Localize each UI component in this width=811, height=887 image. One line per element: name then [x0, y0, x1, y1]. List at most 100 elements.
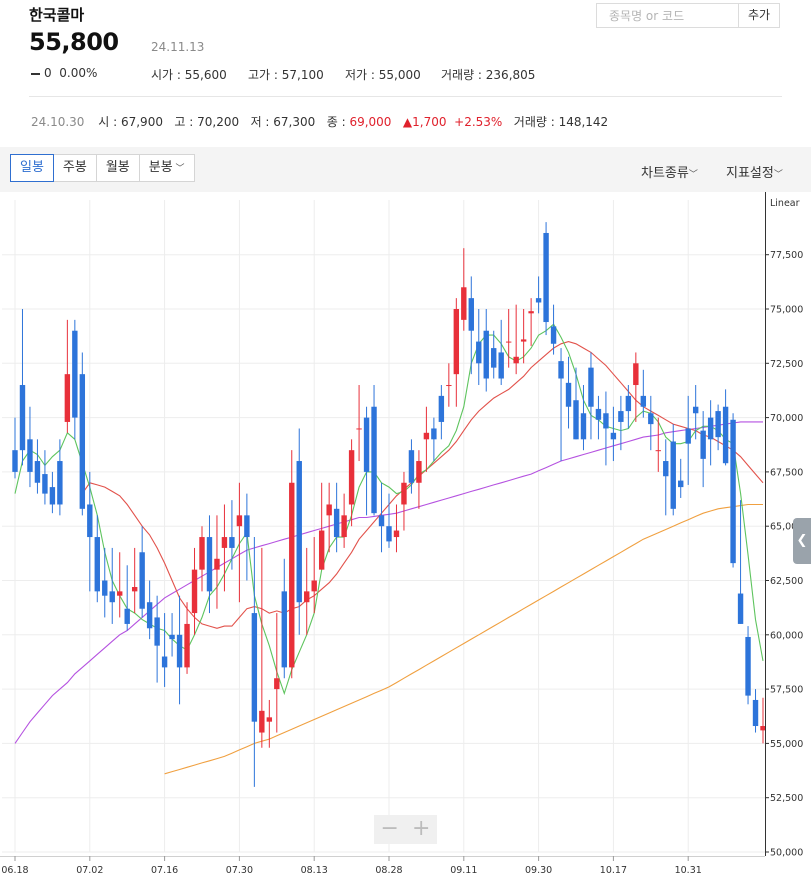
chevron-down-icon: ﹀: [172, 164, 185, 174]
candle: [19, 309, 26, 466]
candle: [438, 385, 445, 440]
candle: [79, 352, 86, 516]
candle: [386, 493, 392, 548]
candle-body: [416, 461, 422, 483]
candle-body: [707, 417, 714, 440]
candle: [670, 424, 676, 516]
candle-body: [550, 326, 557, 344]
candle: [34, 439, 41, 494]
candle: [311, 537, 317, 614]
candle: [378, 482, 385, 553]
candle-body: [259, 710, 265, 733]
zoom-out-button[interactable]: −: [380, 816, 399, 841]
y-tick-label: 65,000: [770, 522, 803, 533]
candle-body: [752, 699, 759, 727]
indicator-settings-dropdown[interactable]: 지표설정﹀: [726, 162, 783, 181]
side-panel-toggle[interactable]: ❮: [793, 518, 811, 564]
candle: [274, 613, 280, 733]
tab-monthly[interactable]: 월봉: [97, 155, 140, 181]
candle: [476, 309, 482, 386]
candle: [423, 406, 430, 472]
candle-body: [139, 552, 145, 609]
candle-body: [535, 298, 542, 303]
chart-canvas[interactable]: Linear 77,500 75,000 72,500 70,000 67,500 65,0…: [0, 192, 811, 883]
candle-body: [251, 613, 258, 722]
candle-body: [573, 400, 579, 440]
candle: [304, 547, 310, 635]
candle: [453, 298, 460, 407]
candle-body: [378, 515, 385, 527]
chevron-left-icon: ❮: [796, 533, 808, 548]
y-tick-label: 77,500: [770, 250, 803, 261]
x-tick-label: 08.28: [375, 865, 402, 876]
y-tick-label: 50,000: [770, 848, 803, 859]
candle-body: [146, 602, 153, 629]
tab-minute[interactable]: 분봉 ﹀: [140, 155, 194, 181]
candle-body: [281, 591, 287, 668]
chart-toolbar: 일봉 주봉 월봉 분봉 ﹀ 차트종류﹀ 지표설정﹀: [0, 147, 811, 192]
candle: [513, 304, 519, 375]
candle-body: [191, 569, 198, 614]
candle: [730, 413, 736, 568]
candle-body: [595, 408, 602, 420]
candle-body: [289, 482, 295, 668]
candle-body: [221, 537, 228, 548]
candle-body: [603, 413, 609, 429]
candle-body: [266, 717, 273, 722]
chart-type-dropdown[interactable]: 차트종류﹀: [641, 162, 698, 181]
hover-change-percent: +2.53%: [454, 115, 503, 129]
candle-body: [633, 363, 639, 386]
flat-icon: [31, 72, 40, 75]
candlestick-chart[interactable]: Linear 77,500 75,000 72,500 70,000 67,500 65,0…: [0, 192, 811, 883]
candle: [244, 493, 250, 581]
candle-body: [42, 474, 48, 494]
candle-body: [558, 361, 564, 379]
divider: [29, 96, 782, 97]
period-tabs: 일봉 주봉 월봉 분봉 ﹀: [10, 154, 195, 182]
candle-body: [670, 441, 676, 509]
hover-low: 저 : 67,300: [250, 115, 316, 129]
candle-body: [431, 428, 437, 440]
candle: [431, 417, 437, 462]
candle-body: [184, 623, 190, 668]
candle-body: [102, 580, 108, 596]
candle-body: [87, 504, 93, 538]
candle-body: [274, 678, 280, 690]
candle: [505, 309, 512, 368]
candle: [236, 482, 243, 603]
candle: [49, 471, 56, 514]
scale-label: Linear: [770, 198, 800, 209]
y-tick-label: 60,000: [770, 630, 803, 641]
candle: [176, 595, 183, 705]
tab-daily[interactable]: 일봉: [10, 154, 54, 182]
candle-body: [648, 413, 654, 425]
candle: [558, 348, 564, 462]
candle: [722, 389, 729, 466]
x-tick-label: 09.30: [525, 865, 552, 876]
candle-body: [311, 580, 317, 592]
candle-body: [692, 406, 699, 414]
candle-body: [244, 515, 250, 538]
candle: [618, 395, 624, 451]
candle: [498, 319, 504, 386]
candle-body: [304, 591, 310, 603]
candle-body: [49, 487, 56, 505]
candle-body: [64, 374, 71, 422]
add-button[interactable]: 추가: [738, 3, 780, 28]
price-change: 0 0.00%: [31, 66, 97, 80]
candle: [64, 319, 71, 433]
search-input[interactable]: [609, 5, 737, 27]
tab-weekly[interactable]: 주봉: [54, 155, 97, 181]
stock-name: 한국콜마: [29, 6, 85, 24]
x-tick-label: 07.02: [76, 865, 103, 876]
candle-body: [760, 726, 766, 731]
candle: [169, 613, 175, 657]
x-tick-label: 10.31: [675, 865, 702, 876]
candle: [461, 248, 467, 331]
indicator-label: 지표설정: [726, 166, 774, 181]
candle-body: [655, 450, 661, 452]
candle-body: [348, 450, 355, 505]
candle-body: [318, 530, 325, 570]
zoom-in-button[interactable]: +: [412, 816, 431, 841]
hover-candle-info: 24.10.30 시 : 67,900 고 : 70,200 저 : 67,30…: [31, 113, 608, 130]
